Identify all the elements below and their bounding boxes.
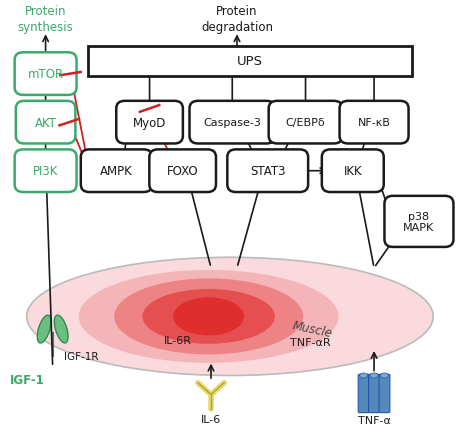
- Text: IKK: IKK: [344, 165, 362, 178]
- Text: Protein
synthesis: Protein synthesis: [18, 5, 73, 34]
- Text: AMPK: AMPK: [100, 165, 133, 178]
- Text: FOXO: FOXO: [167, 165, 199, 178]
- FancyBboxPatch shape: [358, 374, 369, 413]
- Text: PI3K: PI3K: [33, 165, 58, 178]
- Ellipse shape: [381, 373, 389, 378]
- Ellipse shape: [27, 258, 433, 376]
- FancyBboxPatch shape: [379, 374, 390, 413]
- Text: TNF-αR: TNF-αR: [290, 337, 330, 347]
- Text: MyoD: MyoD: [133, 116, 166, 130]
- Ellipse shape: [79, 271, 338, 363]
- FancyBboxPatch shape: [339, 101, 409, 144]
- FancyBboxPatch shape: [149, 150, 216, 193]
- Text: IL-6: IL-6: [201, 414, 221, 424]
- Text: C/EBPδ: C/EBPδ: [286, 118, 325, 128]
- FancyBboxPatch shape: [116, 101, 183, 144]
- Text: Caspase-3: Caspase-3: [203, 118, 261, 128]
- FancyBboxPatch shape: [369, 374, 380, 413]
- Text: IGF-1R: IGF-1R: [64, 352, 99, 362]
- Text: STAT3: STAT3: [250, 165, 285, 178]
- Text: TNF-α: TNF-α: [357, 415, 391, 425]
- Text: NF-κB: NF-κB: [357, 118, 391, 128]
- Ellipse shape: [360, 373, 368, 378]
- FancyBboxPatch shape: [81, 150, 152, 193]
- Ellipse shape: [370, 373, 378, 378]
- Text: p38
MAPK: p38 MAPK: [403, 211, 435, 233]
- Ellipse shape: [143, 289, 275, 344]
- FancyBboxPatch shape: [16, 101, 75, 144]
- Ellipse shape: [114, 279, 303, 354]
- Text: AKT: AKT: [35, 116, 56, 130]
- Text: IGF-1: IGF-1: [10, 373, 45, 386]
- Ellipse shape: [37, 315, 51, 343]
- FancyBboxPatch shape: [88, 47, 412, 77]
- Text: Muscle: Muscle: [292, 319, 334, 340]
- Text: IL-6R: IL-6R: [164, 335, 192, 345]
- FancyBboxPatch shape: [269, 101, 342, 144]
- FancyBboxPatch shape: [15, 53, 76, 96]
- FancyBboxPatch shape: [15, 150, 76, 193]
- FancyBboxPatch shape: [322, 150, 384, 193]
- Text: UPS: UPS: [237, 55, 263, 68]
- Text: Protein
degradation: Protein degradation: [201, 5, 273, 34]
- FancyBboxPatch shape: [190, 101, 275, 144]
- FancyBboxPatch shape: [384, 196, 454, 248]
- FancyBboxPatch shape: [228, 150, 308, 193]
- Text: mTOR: mTOR: [27, 68, 64, 81]
- Ellipse shape: [173, 298, 244, 336]
- Ellipse shape: [55, 315, 68, 343]
